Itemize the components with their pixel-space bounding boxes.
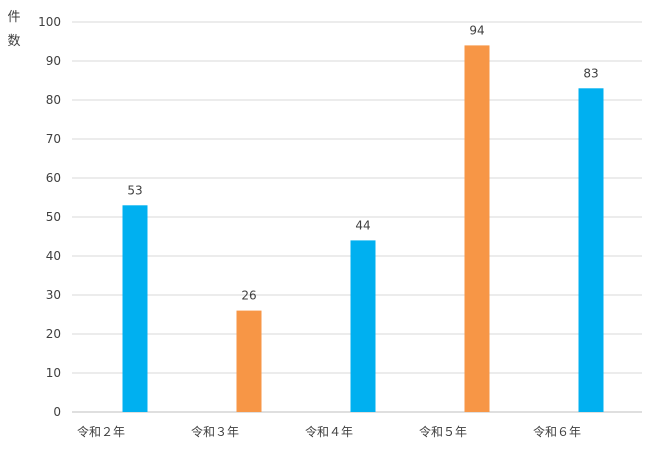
y-tick-label: 70 <box>46 132 61 146</box>
y-tick-label: 20 <box>46 327 61 341</box>
data-label: 44 <box>355 218 370 232</box>
y-axis-title: 件数 <box>7 10 20 49</box>
x-category-label: 令和６年 <box>533 424 581 439</box>
data-label: 83 <box>583 66 598 80</box>
bar <box>350 240 376 412</box>
data-label: 26 <box>241 289 256 303</box>
bars <box>122 45 604 413</box>
bar <box>236 310 262 412</box>
bar <box>464 45 490 413</box>
y-axis-title: 件数 <box>7 10 20 49</box>
data-label: 53 <box>127 183 142 197</box>
bar <box>578 88 604 413</box>
y-tick-label: 100 <box>38 15 61 29</box>
y-axis-ticks: 0 10 20 30 40 50 60 70 80 90 100 <box>38 15 61 419</box>
x-category-label: 令和４年 <box>305 424 353 439</box>
x-category-label: 令和２年 <box>77 424 125 439</box>
y-tick-label: 50 <box>46 210 61 224</box>
y-tick-label: 90 <box>46 54 61 68</box>
x-category-label: 令和３年 <box>191 424 239 439</box>
x-axis-labels: 令和２年 令和３年 令和４年 令和５年 令和６年 <box>77 424 581 439</box>
y-tick-label: 0 <box>53 405 61 419</box>
y-tick-label: 10 <box>46 366 61 380</box>
x-category-label: 令和５年 <box>419 424 467 439</box>
y-tick-label: 30 <box>46 288 61 302</box>
data-label: 94 <box>469 23 484 37</box>
data-labels: 53 26 44 94 83 <box>127 23 598 302</box>
bar <box>122 205 148 412</box>
y-tick-label: 80 <box>46 93 61 107</box>
y-tick-label: 60 <box>46 171 61 185</box>
y-tick-label: 40 <box>46 249 61 263</box>
